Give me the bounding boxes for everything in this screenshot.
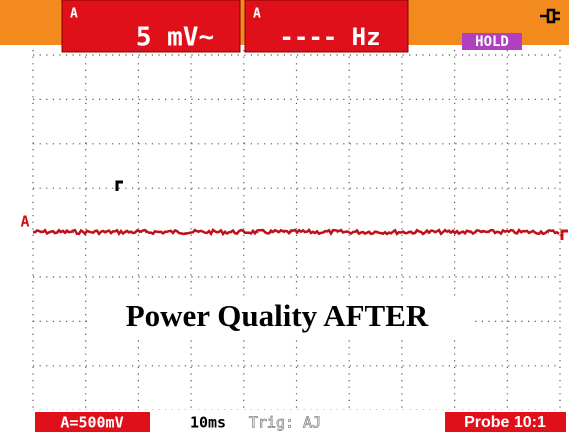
waveform xyxy=(32,228,560,237)
trigger: Trig: AJ xyxy=(249,414,321,432)
reading-box xyxy=(61,0,241,53)
channel-label: A xyxy=(253,7,261,22)
power-icon xyxy=(540,8,560,24)
channel-label: A xyxy=(70,7,78,22)
range: A=500mV xyxy=(60,414,123,432)
hold-status: HOLD xyxy=(475,34,509,50)
trace-end-marker xyxy=(560,229,568,240)
trigger-marker xyxy=(115,180,123,191)
range-box xyxy=(35,412,150,432)
probe-box xyxy=(445,412,566,432)
reading-box xyxy=(244,0,409,53)
hold-box xyxy=(462,33,522,50)
overlay-title: Power Quality AFTER xyxy=(126,298,429,333)
reading-value: ---- Hz xyxy=(279,23,380,51)
grid xyxy=(32,50,561,411)
timebase: 10ms xyxy=(190,414,226,432)
trace-marker: A xyxy=(20,213,29,231)
probe: Probe 10:1 xyxy=(464,414,546,431)
reading-value: 5 mV~ xyxy=(136,23,214,53)
title-bg xyxy=(90,298,470,338)
